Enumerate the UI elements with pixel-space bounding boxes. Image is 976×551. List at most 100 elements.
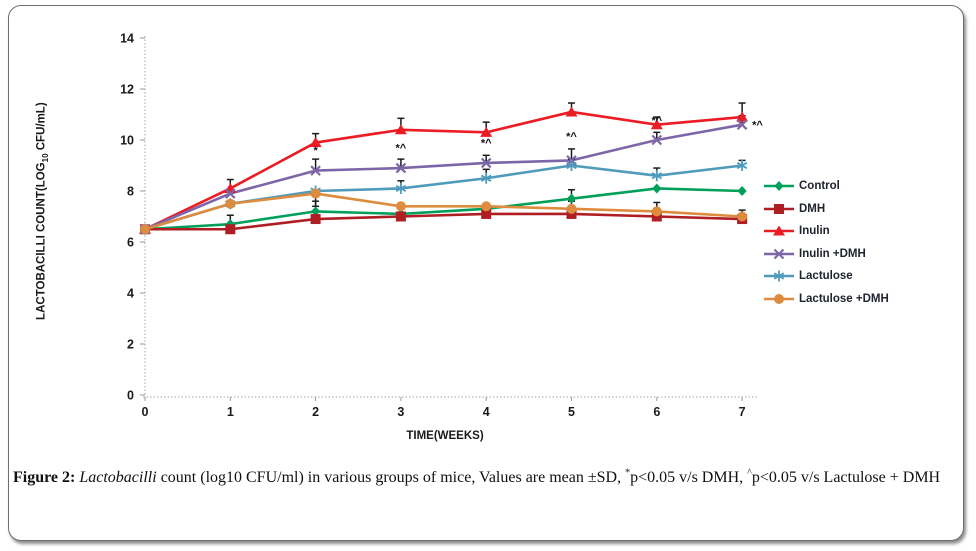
significance-annotation: * bbox=[313, 145, 318, 157]
series-marker-circle bbox=[566, 203, 577, 214]
x-axis-title: TIME(WEEKS) bbox=[406, 430, 484, 442]
legend-label-dmh: DMH bbox=[799, 202, 826, 215]
legend-swatch bbox=[764, 181, 794, 191]
series-marker-diamond bbox=[737, 186, 747, 196]
series-marker-x bbox=[773, 248, 785, 259]
series-marker-x bbox=[225, 188, 236, 199]
x-tick-label: 3 bbox=[397, 405, 404, 419]
series-marker-circle bbox=[774, 293, 784, 304]
series-marker-star bbox=[480, 174, 492, 182]
legend-marker-lactulose-dmh bbox=[763, 292, 795, 306]
series-marker-x bbox=[736, 119, 748, 130]
y-axis-title-pre: LACTOBACILLI COUNT(LOG bbox=[35, 162, 48, 320]
legend-item-inulin: Inulin bbox=[763, 224, 889, 238]
series-marker-diamond bbox=[774, 181, 784, 191]
legend-item-dmh: DMH bbox=[763, 202, 889, 216]
series-line-inulin bbox=[144, 110, 743, 231]
series-marker-triangle bbox=[394, 124, 407, 135]
legend-marker-control bbox=[763, 179, 795, 193]
chart-legend: Control DMH Inulin Inulin +DMH Lactulose… bbox=[763, 179, 889, 306]
significance-annotation: *^ bbox=[396, 142, 407, 154]
legend-label-inulin-dmh: Inulin +DMH bbox=[799, 247, 866, 260]
y-tick-label: 12 bbox=[120, 83, 134, 97]
y-tick-label: 6 bbox=[127, 236, 134, 250]
caption-sup-caret: ^ bbox=[747, 467, 752, 479]
significance-annotation: *^ bbox=[651, 115, 662, 127]
x-tick-label: 5 bbox=[568, 405, 575, 419]
x-tick-label: 0 bbox=[142, 405, 149, 419]
series-marker-circle bbox=[481, 201, 492, 212]
lactobacilli-line-chart: 0 2 4 6 8 10 12 14 0 1 2 3 4 5 6 7 * *^ *^ *^ *^ *^ LACTOBACI… bbox=[36, 32, 889, 443]
x-tick-label: 1 bbox=[227, 405, 234, 419]
series-marker-x bbox=[480, 157, 492, 169]
caption-body-3: p<0.05 v/s Lactulose + DMH bbox=[751, 469, 941, 486]
series-line-inulin-dmh bbox=[144, 123, 743, 231]
series-marker-circle bbox=[651, 206, 662, 217]
significance-annotation: *^ bbox=[752, 120, 763, 132]
series-marker-square bbox=[774, 203, 784, 214]
figure-caption: Figure 2: Lactobacilli count (log10 CFU/… bbox=[13, 466, 961, 489]
caption-body-2: p<0.05 v/s DMH, bbox=[630, 469, 748, 486]
series-marker-x bbox=[310, 165, 321, 176]
series-marker-star bbox=[736, 161, 748, 170]
significance-annotation: *^ bbox=[481, 137, 492, 149]
y-tick-label: 8 bbox=[127, 185, 134, 199]
x-tick-label: 2 bbox=[312, 405, 319, 419]
x-tick-label: 4 bbox=[483, 405, 490, 419]
legend-swatch bbox=[764, 270, 794, 282]
series-marker-star bbox=[395, 184, 407, 193]
legend-label-inulin: Inulin bbox=[799, 225, 830, 237]
legend-marker-lactulose bbox=[763, 269, 795, 283]
y-axis-title-post: CFU/mL) bbox=[35, 102, 48, 154]
legend-item-inulin-dmh: Inulin +DMH bbox=[763, 247, 889, 261]
legend-label-control: Control bbox=[799, 180, 840, 192]
series-marker-diamond bbox=[652, 183, 662, 194]
legend-item-lactulose-dmh: Lactulose +DMH bbox=[763, 292, 889, 306]
series-marker-square bbox=[395, 211, 406, 222]
y-tick-label: 14 bbox=[120, 32, 134, 46]
legend-marker-inulin bbox=[763, 224, 795, 238]
series-line-lactulose-dmh bbox=[144, 192, 743, 231]
series-marker-circle bbox=[737, 211, 748, 222]
legend-swatch bbox=[764, 293, 794, 304]
series-line-control bbox=[144, 187, 743, 231]
series-marker-circle bbox=[310, 188, 321, 199]
series-marker-square bbox=[225, 224, 236, 235]
series-marker-star bbox=[773, 272, 785, 280]
series-marker-circle bbox=[225, 198, 236, 209]
series-marker-circle bbox=[140, 224, 150, 235]
series-marker-square bbox=[651, 211, 662, 222]
series-marker-triangle bbox=[565, 106, 578, 117]
figure-card bbox=[8, 5, 964, 541]
legend-label-lactulose: Lactulose bbox=[799, 270, 853, 282]
series-line-dmh bbox=[145, 212, 743, 231]
y-tick-label: 0 bbox=[127, 389, 134, 403]
y-tick-label: 4 bbox=[127, 287, 134, 301]
legend-marker-dmh bbox=[763, 202, 795, 216]
series-marker-x bbox=[651, 134, 663, 146]
caption-sup-asterisk: * bbox=[625, 467, 631, 479]
y-tick-label: 10 bbox=[120, 134, 134, 148]
series-marker-star bbox=[566, 161, 577, 170]
caption-figure-label: Figure 2: bbox=[13, 469, 76, 486]
series-marker-circle bbox=[395, 201, 406, 212]
series-marker-square bbox=[310, 214, 321, 225]
series-marker-square bbox=[566, 208, 577, 219]
legend-label-lactulose-dmh: Lactulose +DMH bbox=[799, 292, 889, 305]
series-marker-square bbox=[481, 208, 492, 219]
series-marker-triangle bbox=[309, 137, 322, 148]
significance-annotation: *^ bbox=[566, 131, 577, 143]
y-tick-label: 2 bbox=[127, 338, 134, 352]
y-axis-title: LACTOBACILLI COUNT(LOG10 CFU/mL) bbox=[36, 88, 50, 334]
caption-body-1: count (log10 CFU/ml) in various groups o… bbox=[156, 469, 626, 486]
legend-item-control: Control bbox=[763, 179, 889, 193]
series-marker-triangle bbox=[224, 182, 237, 193]
series-marker-diamond bbox=[311, 206, 321, 217]
legend-marker-inulin-dmh bbox=[763, 247, 795, 261]
legend-swatch bbox=[764, 225, 794, 236]
series-marker-triangle bbox=[736, 111, 749, 122]
x-tick-label: 6 bbox=[653, 405, 660, 419]
series-marker-diamond bbox=[566, 193, 577, 204]
legend-item-lactulose: Lactulose bbox=[763, 269, 889, 283]
